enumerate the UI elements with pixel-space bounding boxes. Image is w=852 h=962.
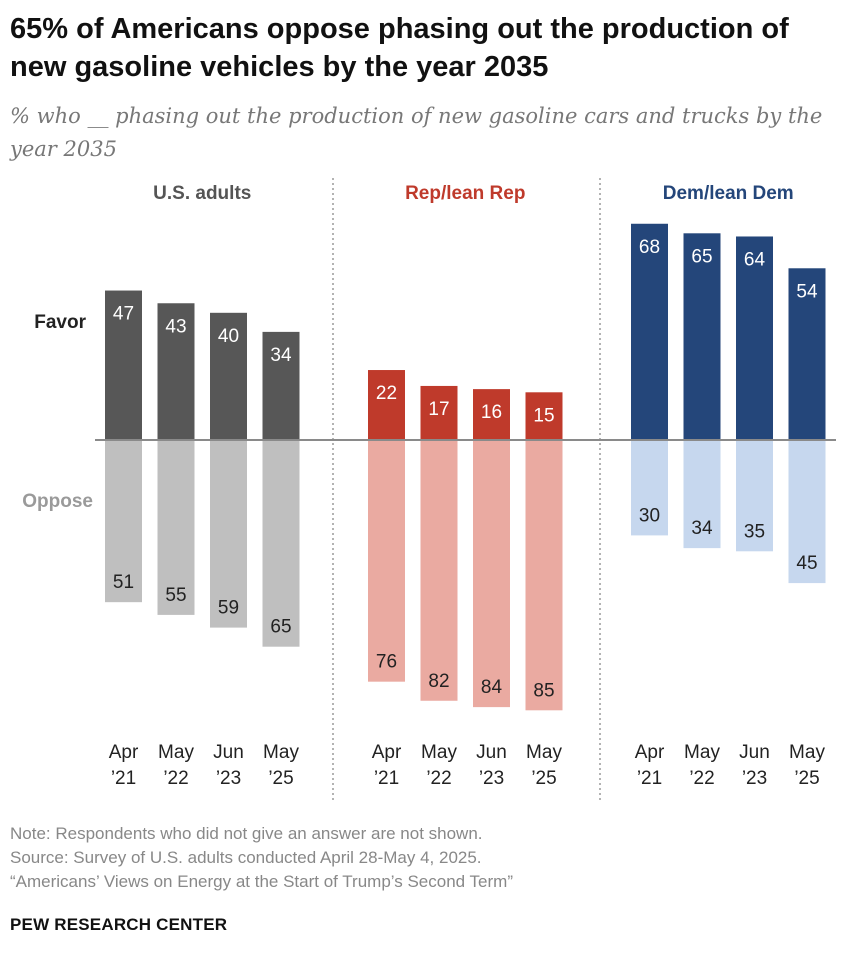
- note-text: Note: Respondents who did not give an an…: [10, 824, 483, 843]
- x-tick-label-rep-lean-rep-0-year: ’21: [374, 768, 399, 789]
- oppose-row-label: Oppose: [22, 491, 93, 512]
- diverging-bar-chart: Favor Oppose U.S. adults 47 51 Apr ’21 43 55 May ’…: [22, 178, 836, 802]
- favor-bar-u-s-adults-2: [210, 312, 247, 440]
- favor-bar-dem-lean-dem-1: [683, 233, 721, 440]
- x-tick-label-rep-lean-rep-3-month: May: [526, 742, 562, 763]
- chart-notes: Note: Respondents who did not give an an…: [10, 822, 840, 894]
- favor-row-label: Favor: [34, 312, 86, 333]
- oppose-value-rep-lean-rep-0: 76: [376, 652, 397, 673]
- oppose-bar-u-s-adults-2: [210, 440, 247, 628]
- favor-value-u-s-adults-3: 34: [270, 345, 292, 366]
- oppose-bar-dem-lean-dem-0: [631, 440, 668, 536]
- oppose-bar-u-s-adults-3: [262, 440, 300, 647]
- x-tick-label-rep-lean-rep-2-month: Jun: [476, 742, 507, 763]
- oppose-bar-dem-lean-dem-1: [683, 440, 721, 549]
- x-tick-label-dem-lean-dem-0-month: Apr: [635, 742, 665, 763]
- x-tick-label-u-s-adults-0-month: Apr: [109, 742, 139, 763]
- oppose-bar-rep-lean-rep-2: [473, 440, 510, 708]
- x-tick-label-u-s-adults-3-year: ’25: [268, 768, 293, 789]
- oppose-bar-u-s-adults-0: [105, 440, 142, 603]
- x-tick-label-u-s-adults-1-year: ’22: [163, 768, 188, 789]
- oppose-bar-dem-lean-dem-3: [788, 440, 826, 584]
- favor-bar-rep-lean-rep-2: [473, 389, 510, 440]
- x-tick-label-rep-lean-rep-1-month: May: [421, 742, 457, 763]
- x-tick-label-rep-lean-rep-0-month: Apr: [372, 742, 402, 763]
- oppose-value-dem-lean-dem-2: 35: [744, 521, 765, 542]
- oppose-value-rep-lean-rep-1: 82: [428, 671, 449, 692]
- x-tick-label-u-s-adults-3-month: May: [263, 742, 299, 763]
- oppose-value-dem-lean-dem-1: 34: [691, 518, 713, 539]
- oppose-value-u-s-adults-3: 65: [270, 617, 291, 638]
- oppose-bar-u-s-adults-1: [157, 440, 195, 615]
- report-title-text: “Americans’ Views on Energy at the Start…: [10, 872, 513, 891]
- oppose-value-u-s-adults-0: 51: [113, 572, 134, 593]
- oppose-value-rep-lean-rep-3: 85: [533, 680, 554, 701]
- favor-value-dem-lean-dem-0: 68: [639, 237, 660, 258]
- x-tick-label-u-s-adults-2-year: ’23: [216, 768, 241, 789]
- favor-bar-u-s-adults-1: [157, 303, 195, 440]
- oppose-value-u-s-adults-1: 55: [165, 585, 186, 606]
- favor-value-u-s-adults-2: 40: [218, 326, 239, 347]
- favor-bar-rep-lean-rep-1: [420, 385, 458, 440]
- favor-bar-dem-lean-dem-2: [736, 236, 773, 440]
- x-tick-label-dem-lean-dem-2-year: ’23: [742, 768, 767, 789]
- x-tick-label-u-s-adults-0-year: ’21: [111, 768, 136, 789]
- group-label-dem-lean-dem: Dem/lean Dem: [663, 183, 794, 204]
- oppose-bar-rep-lean-rep-1: [420, 440, 458, 701]
- favor-value-dem-lean-dem-1: 65: [691, 246, 712, 267]
- favor-bar-u-s-adults-0: [105, 290, 142, 440]
- x-tick-label-dem-lean-dem-0-year: ’21: [637, 768, 662, 789]
- pew-logo-text: PEW RESEARCH CENTER: [10, 915, 228, 934]
- x-tick-label-u-s-adults-2-month: Jun: [213, 742, 244, 763]
- x-tick-label-dem-lean-dem-3-month: May: [789, 742, 825, 763]
- x-tick-label-rep-lean-rep-1-year: ’22: [426, 768, 451, 789]
- x-tick-label-dem-lean-dem-1-month: May: [684, 742, 720, 763]
- x-tick-label-rep-lean-rep-2-year: ’23: [479, 768, 504, 789]
- favor-bar-u-s-adults-3: [262, 331, 300, 440]
- oppose-value-dem-lean-dem-3: 45: [796, 553, 817, 574]
- group-label-u-s-adults: U.S. adults: [153, 183, 251, 204]
- favor-bar-dem-lean-dem-0: [631, 223, 668, 440]
- favor-value-dem-lean-dem-3: 54: [796, 281, 818, 302]
- favor-bar-dem-lean-dem-3: [788, 268, 826, 440]
- x-tick-label-dem-lean-dem-3-year: ’25: [794, 768, 819, 789]
- chart-title: 65% of Americans oppose phasing out the …: [10, 13, 789, 83]
- x-tick-label-dem-lean-dem-1-year: ’22: [689, 768, 714, 789]
- favor-bar-rep-lean-rep-3: [525, 392, 563, 440]
- source-text: Source: Survey of U.S. adults conducted …: [10, 848, 482, 867]
- favor-value-rep-lean-rep-1: 17: [428, 399, 449, 420]
- group-label-rep-lean-rep: Rep/lean Rep: [405, 183, 525, 204]
- oppose-value-u-s-adults-2: 59: [218, 598, 239, 619]
- oppose-value-dem-lean-dem-0: 30: [639, 505, 660, 526]
- favor-value-rep-lean-rep-2: 16: [481, 402, 502, 423]
- chart-subtitle: % who __ phasing out the production of n…: [10, 104, 823, 161]
- oppose-bar-dem-lean-dem-2: [736, 440, 773, 552]
- x-tick-label-u-s-adults-1-month: May: [158, 742, 194, 763]
- oppose-bar-rep-lean-rep-0: [368, 440, 405, 682]
- favor-value-u-s-adults-0: 47: [113, 304, 134, 325]
- favor-value-dem-lean-dem-2: 64: [744, 249, 766, 270]
- x-tick-label-dem-lean-dem-2-month: Jun: [739, 742, 770, 763]
- x-tick-label-rep-lean-rep-3-year: ’25: [531, 768, 556, 789]
- oppose-value-rep-lean-rep-2: 84: [481, 677, 503, 698]
- favor-value-rep-lean-rep-0: 22: [376, 383, 397, 404]
- favor-value-rep-lean-rep-3: 15: [533, 405, 554, 426]
- favor-bar-rep-lean-rep-0: [368, 370, 405, 440]
- favor-value-u-s-adults-1: 43: [165, 316, 186, 337]
- oppose-bar-rep-lean-rep-3: [525, 440, 563, 711]
